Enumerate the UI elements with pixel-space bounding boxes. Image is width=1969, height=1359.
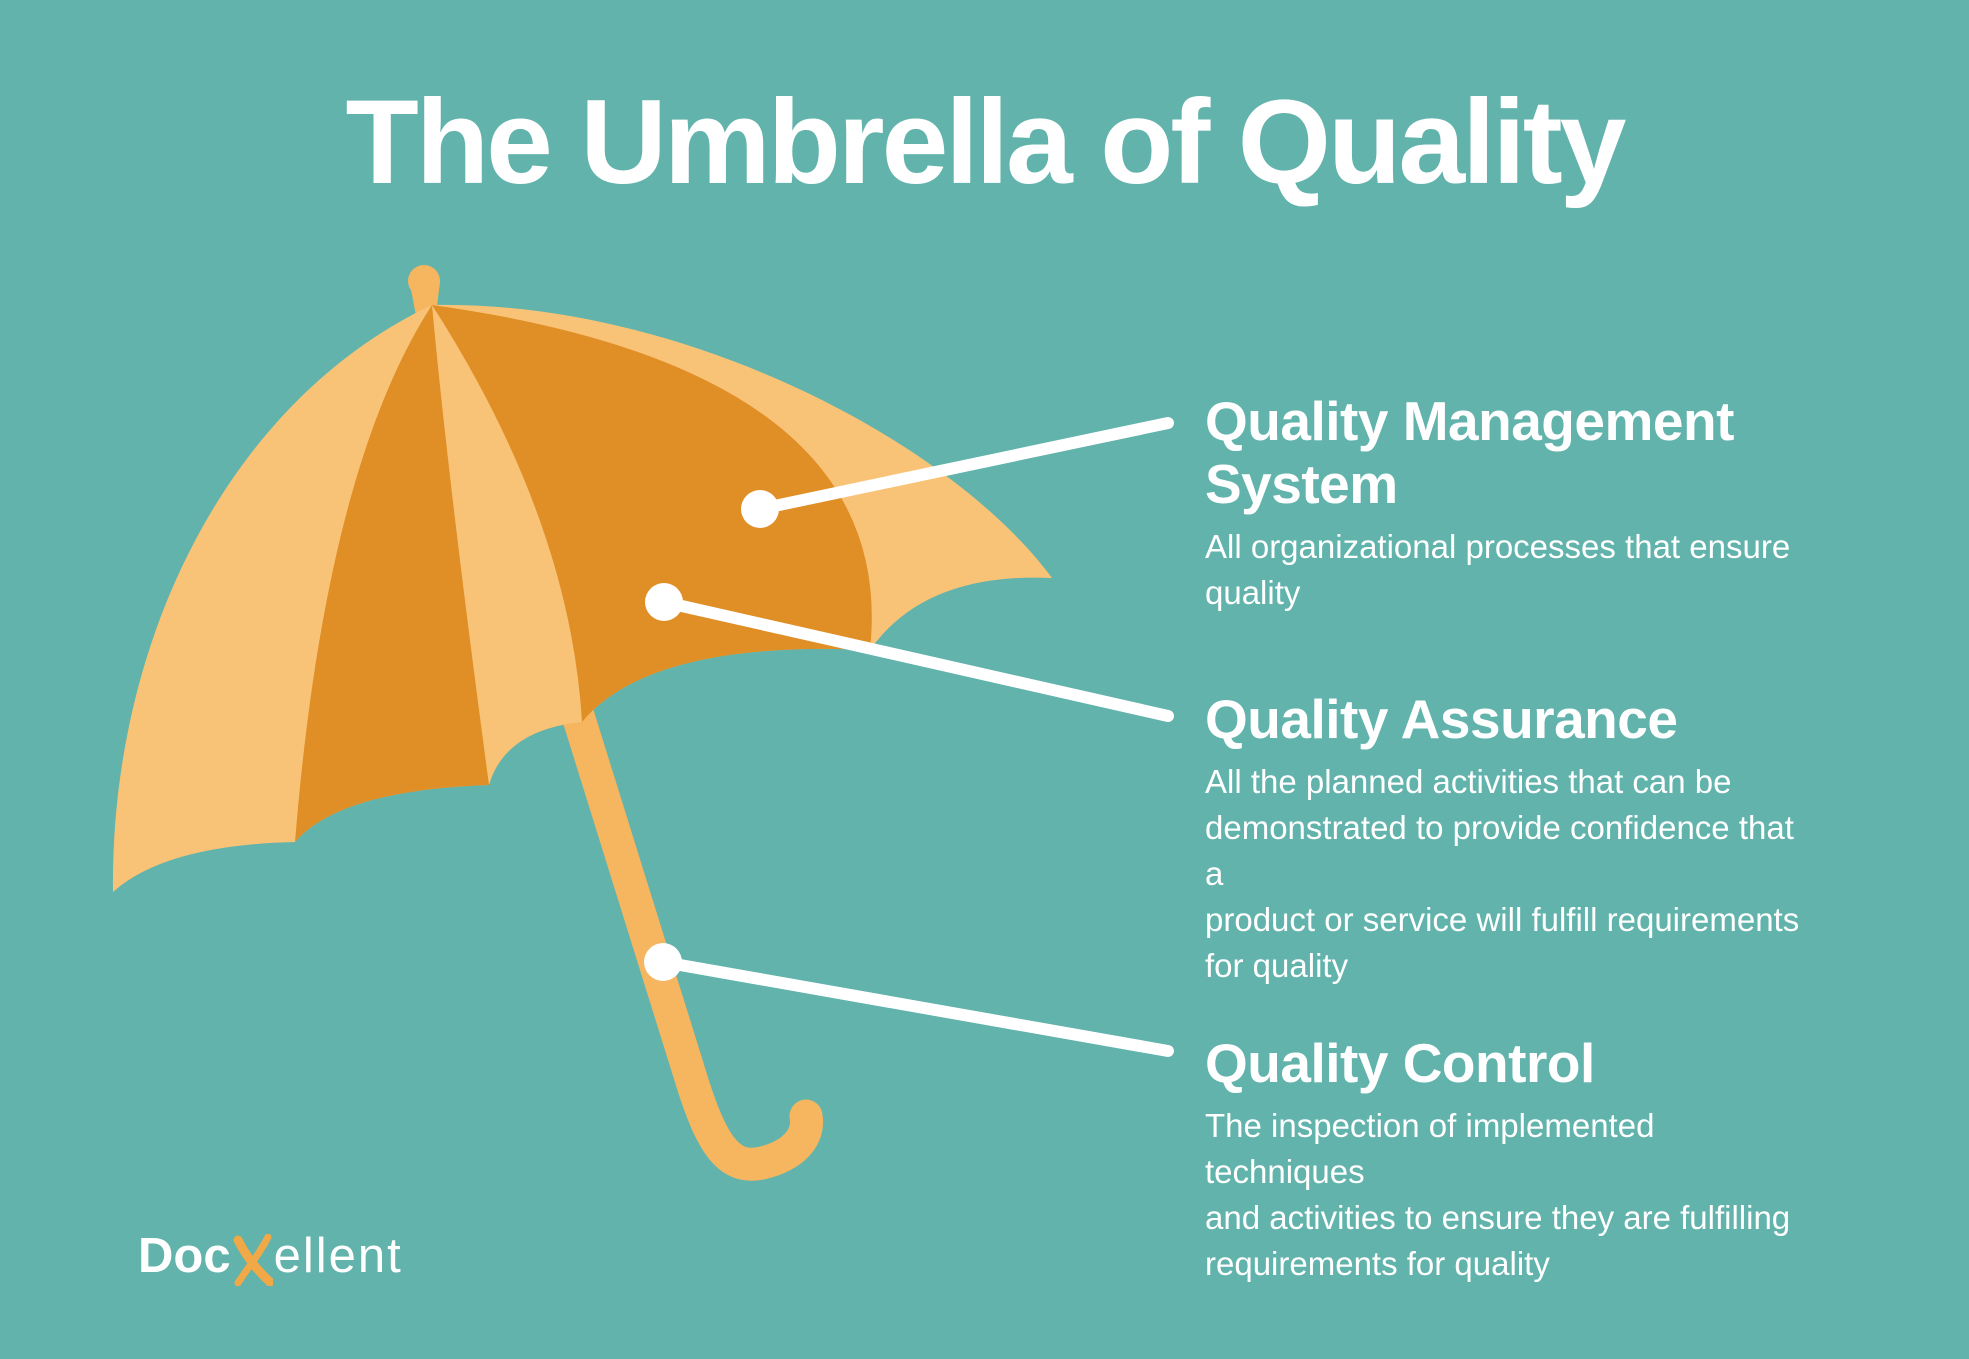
callout-heading: Quality Control: [1205, 1032, 1595, 1094]
callout-dot-qc: [644, 943, 682, 981]
callout-body: All the planned activities that can be d…: [1205, 759, 1805, 989]
umbrella-panel-dark-center: [432, 305, 872, 722]
callout-body: All organizational processes that ensure…: [1205, 524, 1805, 616]
callout-body-line: All organizational processes that ensure: [1205, 528, 1791, 565]
callout-line-qms: [754, 417, 1174, 515]
logo-text-doc: Doc: [138, 1229, 231, 1283]
callout-dot-qa: [645, 583, 683, 621]
umbrella-handle: [553, 673, 823, 1181]
logo-text-ellent: ellent: [273, 1229, 403, 1283]
callout-body-line: for quality: [1205, 947, 1349, 984]
callout-body-line: requirements for quality: [1205, 1245, 1550, 1282]
callout-quality-control: Quality Control The inspection of implem…: [1205, 1032, 1805, 1287]
callout-body-line: product or service will fulfill requirem…: [1205, 901, 1800, 938]
callout-dot-qms: [741, 490, 779, 528]
callout-quality-management-system: Quality Management System All organizati…: [1205, 390, 1805, 616]
callout-heading: Quality Assurance: [1205, 688, 1678, 750]
callout-line-qa: [658, 596, 1174, 722]
callout-body-line: and activities to ensure they are fulfil…: [1205, 1199, 1791, 1236]
umbrella-panel-dark-left: [295, 305, 489, 842]
callout-heading: Quality Management System: [1205, 390, 1734, 515]
callout-body: The inspection of implemented techniques…: [1205, 1103, 1805, 1287]
callout-body-line: The inspection of implemented techniques: [1205, 1107, 1655, 1190]
docxellent-logo: Doc ellent: [138, 1228, 403, 1286]
callout-quality-assurance: Quality Assurance All the planned activi…: [1205, 688, 1805, 989]
page-title: The Umbrella of Quality: [345, 75, 1627, 209]
callout-line-qc: [657, 956, 1174, 1057]
callout-body-line: All the planned activities that can be: [1205, 763, 1732, 800]
callout-body-line: demonstrated to provide confidence that …: [1205, 809, 1794, 892]
callout-body-line: quality: [1205, 574, 1301, 611]
checkmark-x-icon: [233, 1234, 273, 1286]
